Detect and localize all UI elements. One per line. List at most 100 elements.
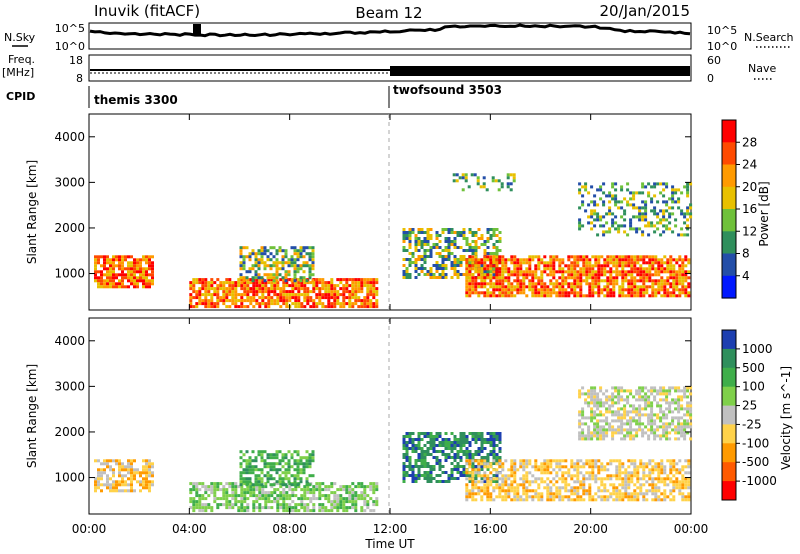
echo-cell [647,401,651,405]
echo-cell [500,182,504,186]
echo-cell [309,281,313,285]
echo-cell [477,282,481,286]
echo-cell [531,255,535,259]
echo-cell [305,462,309,466]
echo-cell [638,416,642,420]
echo-cell [272,246,276,250]
echo-cell [540,471,544,475]
echo-cell [348,506,352,510]
echo-cell [609,492,613,496]
echo-cell [614,419,618,423]
echo-cell [564,489,568,493]
echo-cell [405,273,409,276]
echo-cell [590,389,594,393]
echo-cell [299,246,303,250]
echo-cell [537,492,541,496]
echo-cell [492,435,496,438]
echo-cell [669,468,673,472]
echo-cell [584,437,588,441]
echo-cell [546,267,550,271]
echo-cell [486,492,490,496]
echo-cell [674,407,678,411]
echo-cell [246,509,250,513]
echo-cell [240,284,244,288]
echo-cell [671,428,675,432]
echo-cell [354,491,358,495]
echo-cell [106,273,109,277]
echo-cell [242,468,246,472]
echo-cell [645,279,649,283]
echo-cell [438,432,442,435]
echo-cell [281,267,285,271]
echo-cell [564,264,568,268]
echo-cell [318,290,322,294]
echo-cell [596,218,600,222]
colorbar-swatch [722,164,736,188]
echo-cell [644,392,648,396]
echo-cell [342,506,346,510]
echo-cell [324,494,328,498]
echo-cell [327,299,331,303]
echo-cell [618,261,622,265]
echo-cell [411,480,415,483]
echo-cell [641,407,645,411]
echo-cell [522,477,526,481]
echo-cell [204,305,208,309]
echo-cell [528,282,532,286]
echo-cell [284,255,288,259]
echo-cell [513,492,517,496]
echo-cell [683,431,687,435]
echo-cell [612,276,616,280]
echo-cell [248,477,252,481]
echo-cell [311,474,315,478]
echo-cell [581,386,585,390]
echo-cell [402,480,406,483]
echo-cell [255,281,259,285]
echo-cell [495,480,499,483]
echo-cell [441,480,445,483]
echo-cell [642,288,646,292]
echo-cell [474,279,478,283]
echo-cell [467,185,471,189]
echo-cell [210,287,214,291]
echo-cell [269,252,273,256]
echo-cell [405,465,409,468]
echo-cell [633,465,637,469]
echo-cell [495,252,499,255]
echo-cell [492,498,496,502]
echo-cell [133,468,136,472]
echo-cell [497,179,501,183]
echo-cell [558,285,562,289]
echo-cell [255,278,259,282]
echo-cell [641,230,645,234]
echo-cell [312,503,316,507]
echo-cell [285,494,289,498]
echo-cell [654,258,658,262]
echo-cell [549,291,553,295]
echo-cell [264,497,268,501]
echo-cell [264,482,268,486]
echo-cell [127,264,130,268]
echo-cell [567,498,571,502]
echo-cell [672,273,676,277]
echo-cell [501,486,505,490]
echo-cell [633,285,637,289]
echo-cell [240,278,244,282]
echo-cell [321,509,325,513]
echo-cell [245,471,249,475]
echo-cell [447,237,451,240]
echo-cell [300,488,304,492]
echo-cell [653,224,657,228]
echo-cell [644,431,648,435]
echo-cell [468,288,472,292]
echo-cell [639,258,643,262]
echo-cell [284,276,288,280]
y-tick-label: 1000 [54,267,85,281]
echo-cell [498,261,502,265]
echo-cell [605,407,609,411]
echo-cell [100,483,103,487]
x-tick-label: 00:00 [674,522,709,536]
echo-cell [477,276,481,280]
echo-cell [632,191,636,195]
